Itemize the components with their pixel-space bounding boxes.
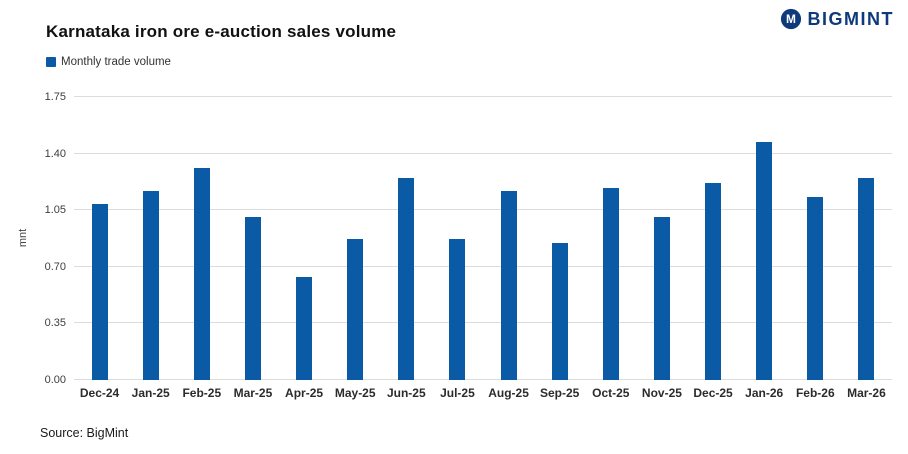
x-tick-label: Feb-26	[795, 386, 835, 400]
bar-Feb-26[interactable]	[807, 197, 824, 380]
bar-slot	[636, 97, 687, 380]
bar-Jan-25[interactable]	[142, 190, 159, 380]
bar-slot	[688, 97, 739, 380]
bar-Jul-25[interactable]	[449, 239, 466, 380]
legend-label: Monthly trade volume	[61, 56, 171, 68]
bar-slot	[483, 97, 534, 380]
x-tick-label: Apr-25	[285, 386, 324, 400]
legend-swatch-icon	[46, 57, 56, 67]
x-tick-label: Sep-25	[540, 386, 580, 400]
svg-text:M: M	[786, 12, 796, 26]
y-axis: 0.00 0.35 0.70 1.05 1.40 1.75	[28, 91, 66, 386]
bar-slot	[381, 97, 432, 380]
legend[interactable]: Monthly trade volume	[46, 56, 171, 68]
x-tick-label: Nov-25	[641, 386, 682, 400]
x-tick-label: Mar-25	[233, 386, 273, 400]
y-tick-label: 0.00	[44, 374, 66, 386]
gridline	[74, 152, 892, 154]
bar-slot	[534, 97, 585, 380]
x-tick-label: Jun-25	[386, 386, 426, 400]
x-tick-label: Jul-25	[440, 386, 475, 400]
y-tick-label: 1.05	[44, 204, 66, 217]
bar-slot	[432, 97, 483, 380]
y-tick-label: 0.70	[44, 260, 66, 273]
bar-slot	[279, 97, 330, 380]
bigmint-wordmark: BIGMINT	[807, 8, 894, 29]
page-title: Karnataka iron ore e-auction sales volum…	[46, 22, 397, 41]
gridline	[74, 265, 892, 267]
bar-Dec-25[interactable]	[705, 182, 722, 380]
gridline	[74, 322, 892, 324]
gridline	[74, 96, 892, 97]
x-tick-label: Feb-25	[182, 386, 222, 400]
y-tick-label: 1.40	[44, 147, 66, 160]
bar-Aug-25[interactable]	[500, 190, 517, 380]
bar-Oct-25[interactable]	[602, 187, 619, 380]
bar-slot	[790, 97, 841, 380]
bar-Nov-25[interactable]	[653, 216, 670, 380]
x-tick-label: Oct-25	[592, 386, 630, 400]
bar-slot	[74, 97, 125, 380]
bar-Feb-25[interactable]	[193, 168, 210, 380]
bar-Jan-26[interactable]	[756, 142, 773, 380]
bar-May-25[interactable]	[347, 239, 364, 380]
x-tick-label: Aug-25	[488, 386, 529, 400]
bar-slot	[585, 97, 636, 380]
bar-Jun-25[interactable]	[398, 177, 415, 380]
plot-area	[74, 96, 892, 380]
bar-slot	[841, 97, 892, 380]
bar-slot	[125, 97, 176, 380]
bar-slot	[739, 97, 790, 380]
x-axis: Dec-24 Jan-25 Feb-25 Mar-25 Apr-25 May-25 Jun-…	[74, 386, 892, 400]
x-tick-label: Dec-24	[79, 386, 120, 400]
bar-slot	[330, 97, 381, 380]
y-tick-label: 0.35	[44, 317, 66, 330]
x-tick-label: Jan-26	[745, 386, 784, 400]
y-tick-label: 1.75	[44, 91, 66, 103]
bar-Sep-25[interactable]	[551, 242, 568, 380]
x-tick-label: May-25	[334, 386, 376, 400]
bigmint-logo: M BIGMINT	[780, 8, 895, 30]
bars-container	[74, 97, 892, 380]
gridline	[74, 209, 892, 211]
bar-Mar-25[interactable]	[244, 216, 261, 380]
bar-Mar-26[interactable]	[858, 177, 875, 380]
gridline	[74, 379, 892, 380]
bar-slot	[176, 97, 227, 380]
x-tick-label: Dec-25	[693, 386, 733, 400]
bar-slot	[227, 97, 278, 380]
source-note: Source: BigMint	[40, 426, 129, 440]
bigmint-m-icon: M	[780, 8, 802, 30]
x-tick-label: Jan-25	[131, 386, 170, 400]
bar-Dec-24[interactable]	[91, 203, 108, 380]
bar-Apr-25[interactable]	[296, 276, 313, 380]
x-tick-label: Mar-26	[847, 386, 886, 400]
